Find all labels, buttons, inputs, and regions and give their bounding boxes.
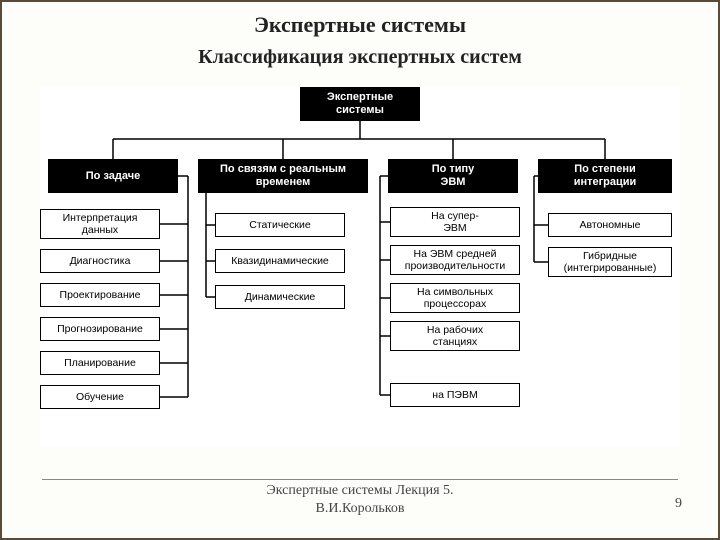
node-category-computer-type: По типуЭВМ <box>388 159 518 193</box>
footer-line2: В.И.Корольков <box>316 501 405 516</box>
footer-line1: Экспертные системы Лекция 5. <box>266 483 453 498</box>
node-leaf: Статические <box>215 213 345 237</box>
page-subtitle: Классификация экспертных систем <box>32 46 688 69</box>
node-leaf: Прогнозирование <box>40 317 160 341</box>
page-number: 9 <box>675 496 682 512</box>
node-category-realtime: По связям с реальнымвременем <box>198 159 368 193</box>
node-leaf: На символьныхпроцессорах <box>390 283 520 313</box>
node-root: Экспертныесистемы <box>300 87 420 121</box>
node-leaf: На рабочихстанциях <box>390 321 520 351</box>
node-leaf: Диагностика <box>40 249 160 273</box>
node-leaf: Гибридные(интегрированные) <box>548 247 672 277</box>
classification-diagram: Экспертныесистемы По задаче По связям с … <box>40 87 680 447</box>
node-leaf: Квазидинамические <box>215 249 345 273</box>
footer-divider <box>42 479 678 480</box>
node-leaf: Интерпретацияданных <box>40 209 160 239</box>
node-leaf: На супер-ЭВМ <box>390 207 520 237</box>
node-leaf: Автономные <box>548 213 672 237</box>
node-leaf: Проектирование <box>40 283 160 307</box>
node-category-task: По задаче <box>48 159 178 193</box>
node-leaf: Обучение <box>40 385 160 409</box>
slide: Экспертные системы Классификация эксперт… <box>2 2 718 538</box>
node-leaf: Динамические <box>215 285 345 309</box>
page-title: Экспертные системы <box>32 12 688 38</box>
node-leaf: Планирование <box>40 351 160 375</box>
footer-text: Экспертные системы Лекция 5. В.И.Корольк… <box>2 482 718 518</box>
node-category-integration: По степениинтеграции <box>538 159 672 193</box>
node-leaf: на ПЭВМ <box>390 383 520 407</box>
node-leaf: На ЭВМ среднейпроизводительности <box>390 245 520 275</box>
